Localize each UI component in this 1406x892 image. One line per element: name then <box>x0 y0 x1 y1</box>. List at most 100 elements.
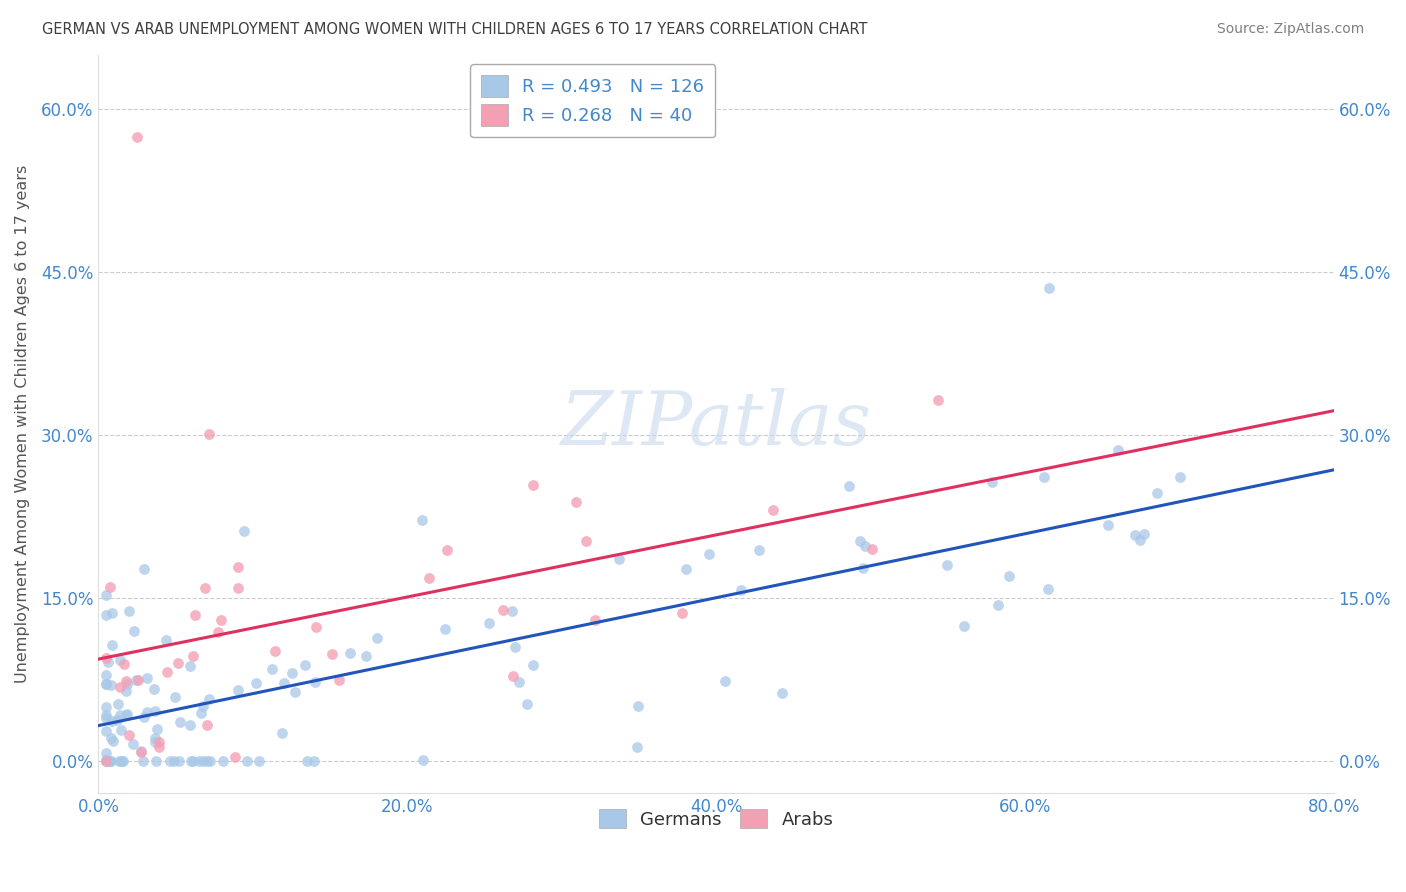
Point <box>159 754 181 768</box>
Point <box>366 631 388 645</box>
Point <box>284 685 307 699</box>
Point <box>304 675 326 690</box>
Point <box>233 524 256 538</box>
Point <box>156 665 179 679</box>
Point <box>762 503 785 517</box>
Point <box>132 710 155 724</box>
Point <box>412 753 434 767</box>
Point <box>418 571 440 585</box>
Point <box>1107 443 1129 458</box>
Point <box>97 754 120 768</box>
Point <box>1033 470 1056 484</box>
Point <box>207 624 229 639</box>
Point <box>730 582 752 597</box>
Point <box>124 624 146 638</box>
Point <box>226 683 249 698</box>
Point <box>927 392 949 407</box>
Legend: Germans, Arabs: Germans, Arabs <box>592 802 841 836</box>
Point <box>295 754 318 768</box>
Point <box>143 731 166 745</box>
Point <box>198 426 221 441</box>
Point <box>987 598 1010 612</box>
Point <box>1097 518 1119 533</box>
Point <box>101 714 124 728</box>
Point <box>118 728 141 742</box>
Point <box>575 534 598 549</box>
Point <box>198 692 221 706</box>
Point <box>167 754 190 768</box>
Point <box>96 747 118 761</box>
Point <box>522 477 544 491</box>
Point <box>96 667 118 681</box>
Point <box>101 638 124 652</box>
Y-axis label: Unemployment Among Women with Children Ages 6 to 17 years: Unemployment Among Women with Children A… <box>15 165 30 683</box>
Point <box>183 754 205 768</box>
Point <box>108 708 131 723</box>
Point <box>96 650 118 665</box>
Point <box>935 558 957 572</box>
Point <box>626 739 648 754</box>
Point <box>187 754 209 768</box>
Point <box>146 722 169 736</box>
Point <box>699 548 721 562</box>
Point <box>125 129 148 144</box>
Point <box>502 669 524 683</box>
Point <box>191 698 214 713</box>
Point <box>122 737 145 751</box>
Point <box>110 754 132 768</box>
Point <box>100 678 122 692</box>
Point <box>96 754 118 768</box>
Point <box>145 754 167 768</box>
Point <box>853 539 876 553</box>
Point <box>136 705 159 719</box>
Point <box>135 671 157 685</box>
Point <box>179 659 201 673</box>
Point <box>180 754 202 768</box>
Point <box>770 686 793 700</box>
Point <box>108 680 131 694</box>
Point <box>281 666 304 681</box>
Point <box>434 623 457 637</box>
Point <box>163 690 186 704</box>
Point <box>96 708 118 723</box>
Point <box>501 604 523 618</box>
Point <box>190 706 212 720</box>
Point <box>197 754 219 768</box>
Point <box>112 657 135 671</box>
Point <box>97 754 120 768</box>
Point <box>148 734 170 748</box>
Point <box>436 542 458 557</box>
Point <box>110 723 132 738</box>
Point <box>516 698 538 712</box>
Point <box>1123 528 1146 542</box>
Point <box>852 560 875 574</box>
Point <box>211 754 233 768</box>
Point <box>328 673 350 688</box>
Point <box>522 657 544 672</box>
Point <box>184 607 207 622</box>
Point <box>226 560 249 574</box>
Point <box>179 718 201 732</box>
Point <box>508 674 530 689</box>
Point <box>194 581 217 595</box>
Point <box>339 646 361 660</box>
Point <box>107 697 129 711</box>
Point <box>96 607 118 622</box>
Point <box>264 644 287 658</box>
Point <box>96 753 118 767</box>
Point <box>1129 533 1152 547</box>
Point <box>96 676 118 690</box>
Point <box>148 739 170 754</box>
Point <box>96 699 118 714</box>
Point <box>98 580 121 594</box>
Point <box>302 754 325 768</box>
Point <box>96 588 118 602</box>
Point <box>181 648 204 663</box>
Point <box>191 754 214 768</box>
Point <box>166 657 188 671</box>
Point <box>245 676 267 690</box>
Point <box>100 731 122 746</box>
Point <box>115 677 138 691</box>
Point <box>100 754 122 768</box>
Point <box>98 754 121 768</box>
